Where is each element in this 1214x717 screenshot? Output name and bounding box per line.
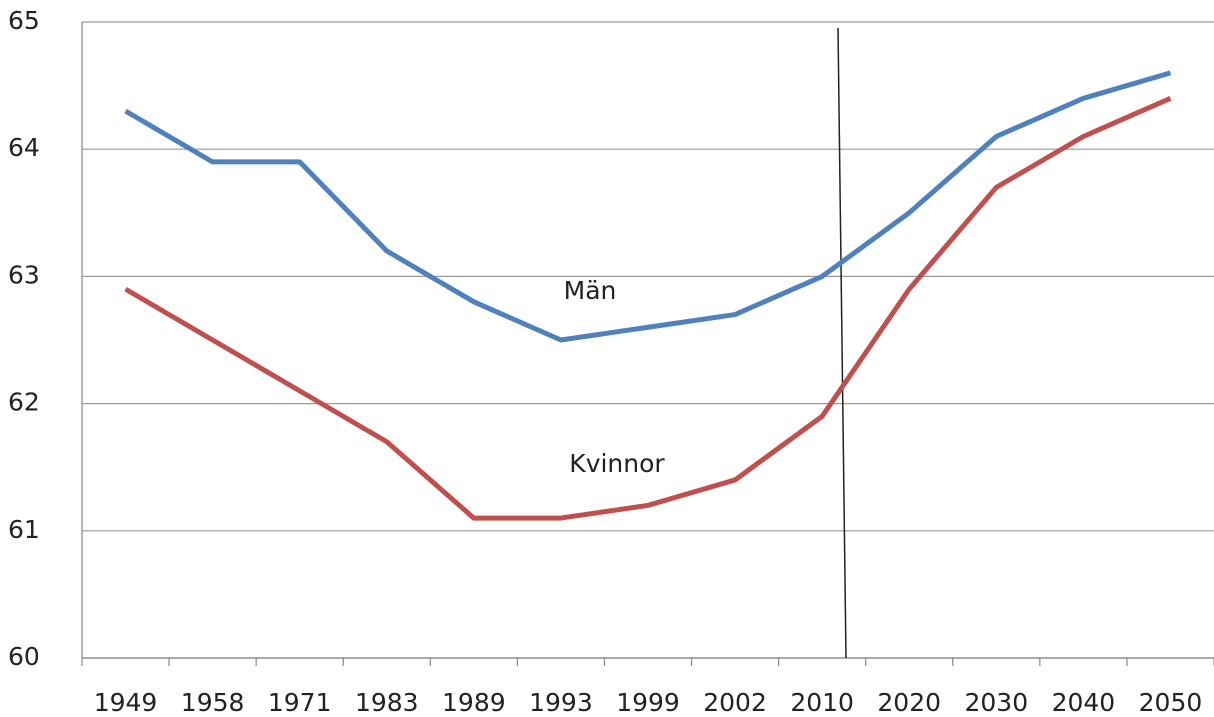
series-line	[124, 70, 1172, 343]
series-label: Kvinnor	[569, 449, 665, 478]
y-tick-label: 62	[8, 388, 40, 417]
divider-line	[837, 27, 847, 659]
x-tick-label: 1989	[442, 688, 506, 717]
y-tick-label: 61	[8, 515, 40, 544]
y-tick-label: 63	[8, 260, 40, 289]
y-tick-label: 64	[8, 133, 40, 162]
x-tick-label: 1983	[355, 688, 419, 717]
x-tick-label: 1958	[181, 688, 245, 717]
x-tick-label: 2002	[703, 688, 767, 717]
series-label: Män	[564, 276, 617, 305]
x-tick-label: 1993	[529, 688, 593, 717]
series-line	[124, 96, 1172, 521]
x-tick-label: 2040	[1052, 688, 1116, 717]
x-tick-label: 2030	[964, 688, 1028, 717]
x-tick-label: 1971	[268, 688, 332, 717]
x-tick-label: 2020	[877, 688, 941, 717]
x-tick-label: 1949	[94, 688, 158, 717]
x-tick-label: 2010	[790, 688, 854, 717]
x-tick-label: 1999	[616, 688, 680, 717]
x-tick-label: 2050	[1139, 688, 1203, 717]
y-tick-label: 60	[8, 642, 40, 671]
y-tick-label: 65	[8, 6, 40, 35]
